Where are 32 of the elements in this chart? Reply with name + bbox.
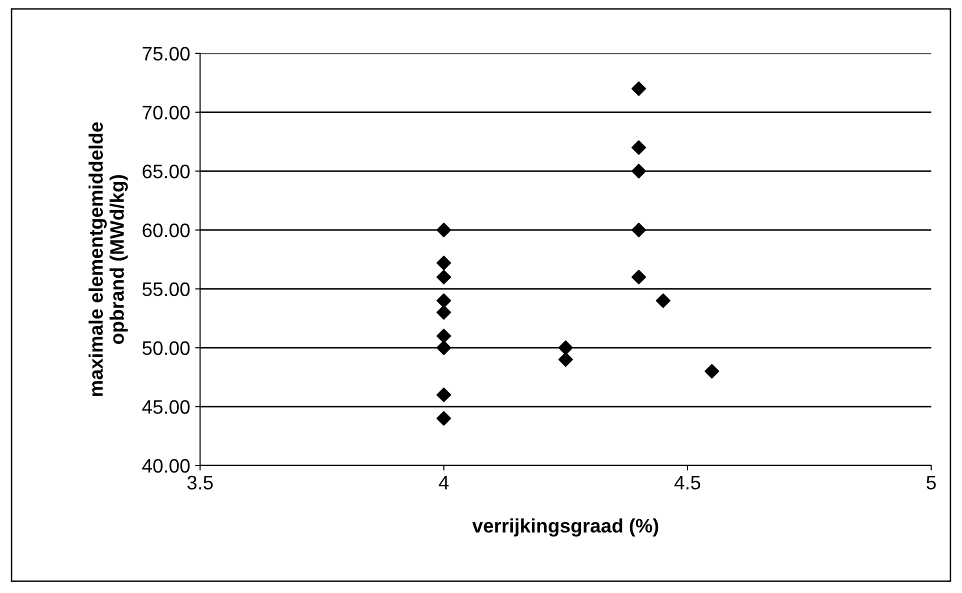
point [631,222,646,238]
y-tick-label: 75.00 [142,46,190,61]
y-tick-label: 50.00 [142,341,190,355]
y-tick-label: 70.00 [142,106,190,120]
point [436,305,452,320]
point [436,388,452,402]
y-axis-title: maximale elementgemiddelde opbrand (MWd/kg) [88,122,128,396]
point [436,222,452,238]
y-tick-label: 40.00 [142,458,190,473]
x-tick-label: 3.5 [187,476,213,490]
point [704,364,720,379]
point [436,293,452,308]
point [436,340,452,356]
point [656,293,670,308]
y-tick-label: 65.00 [142,164,190,178]
point [631,164,646,178]
point [436,270,452,284]
x-tick-label: 4 [438,476,449,490]
point [631,140,646,155]
x-axis-title: verrijkingsgraad (%) [472,518,658,537]
point [436,411,452,426]
point [631,270,646,284]
point [436,256,452,270]
y-tick-label: 55.00 [142,282,190,296]
point [558,340,573,356]
x-tick-label: 4.5 [674,476,700,490]
x-tick-label: 5 [926,476,936,490]
y-tick-label: 60.00 [142,223,190,238]
point [631,81,646,96]
point [436,328,452,344]
y-tick-label: 45.00 [142,400,190,414]
point [558,352,573,367]
